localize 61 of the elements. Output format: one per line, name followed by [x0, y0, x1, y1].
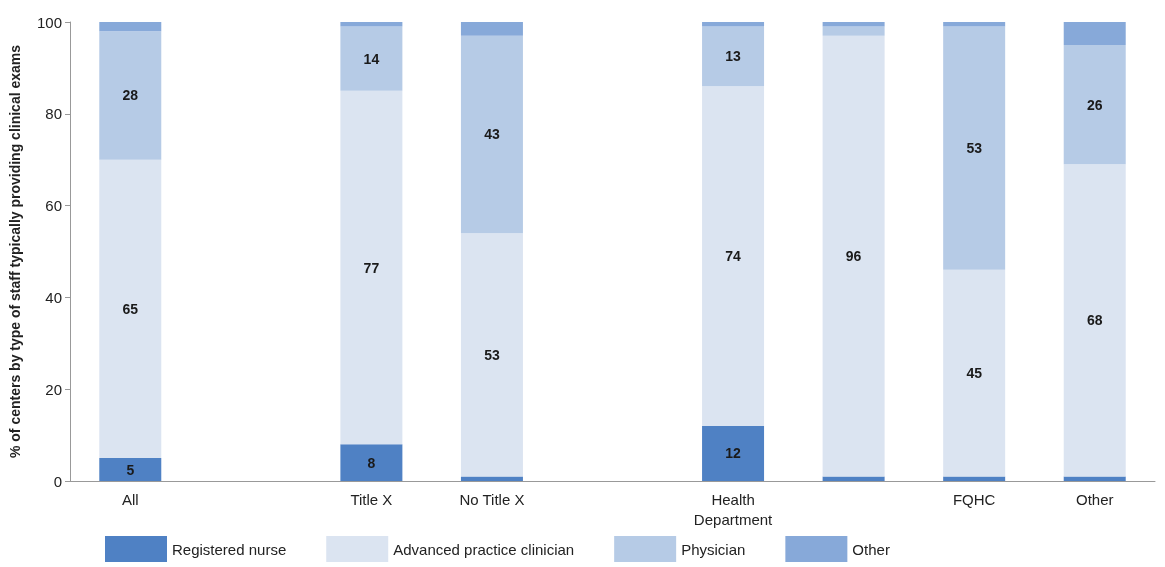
data-label: 53 — [484, 346, 500, 363]
bar — [702, 26, 765, 87]
x-tick-label: Other — [1075, 490, 1114, 508]
bar — [943, 269, 1006, 477]
data-label: 68 — [1086, 312, 1103, 329]
bar — [99, 458, 162, 481]
x-tick-label: FQHC — [952, 490, 996, 508]
bar — [702, 425, 765, 481]
bar — [822, 35, 885, 477]
legend-label: Registered nurse — [172, 540, 287, 558]
bar — [99, 31, 162, 160]
bar — [822, 26, 885, 36]
y-tick-label: 40 — [45, 288, 62, 306]
y-tick-label: 20 — [45, 380, 62, 398]
bar — [460, 22, 523, 36]
data-label: 53 — [966, 140, 983, 157]
x-tick-label: All — [121, 490, 139, 508]
x-tick-label: No Title X — [459, 490, 525, 508]
bar — [822, 476, 885, 481]
bar — [340, 90, 403, 445]
y-tick-label: 80 — [45, 105, 62, 123]
bar — [460, 35, 523, 234]
bar — [943, 476, 1006, 481]
data-label: 96 — [845, 248, 862, 265]
data-label: 13 — [725, 48, 742, 65]
y-axis-title: % of centers by type of staff typically providing clinical exams — [7, 44, 23, 459]
bar — [99, 159, 162, 459]
y-tick-label: 100 — [36, 13, 62, 31]
bar — [943, 22, 1006, 27]
bar — [943, 26, 1006, 270]
y-tick-label: 0 — [53, 472, 62, 490]
data-label: 28 — [122, 87, 139, 104]
data-label: 43 — [484, 126, 500, 143]
bar — [822, 22, 885, 27]
data-label: 12 — [725, 445, 742, 462]
data-label: 65 — [122, 300, 139, 317]
bar — [1063, 476, 1126, 481]
data-label: 26 — [1086, 96, 1103, 113]
y-tick-label: 60 — [45, 197, 62, 215]
bar — [340, 444, 403, 481]
bar — [702, 22, 765, 27]
bar — [460, 476, 523, 481]
data-label: 8 — [367, 454, 376, 471]
data-label: 5 — [126, 461, 135, 478]
bar — [1063, 164, 1126, 477]
legend-label: Advanced practice clinician — [393, 540, 575, 558]
x-tick-label: Title X — [350, 490, 393, 508]
data-label: 45 — [966, 365, 983, 382]
bar — [702, 86, 765, 426]
legend-label: Other — [852, 540, 890, 558]
bar — [340, 22, 403, 27]
legend-label: Physician — [681, 540, 746, 558]
data-label: 77 — [363, 259, 380, 276]
x-tick-label: Health Department — [693, 490, 774, 528]
bar — [460, 233, 523, 477]
bar — [340, 26, 403, 91]
bar — [1063, 44, 1126, 165]
bar — [99, 22, 162, 32]
bar — [1063, 22, 1126, 45]
data-label: 74 — [725, 248, 742, 265]
data-label: 14 — [363, 50, 380, 67]
